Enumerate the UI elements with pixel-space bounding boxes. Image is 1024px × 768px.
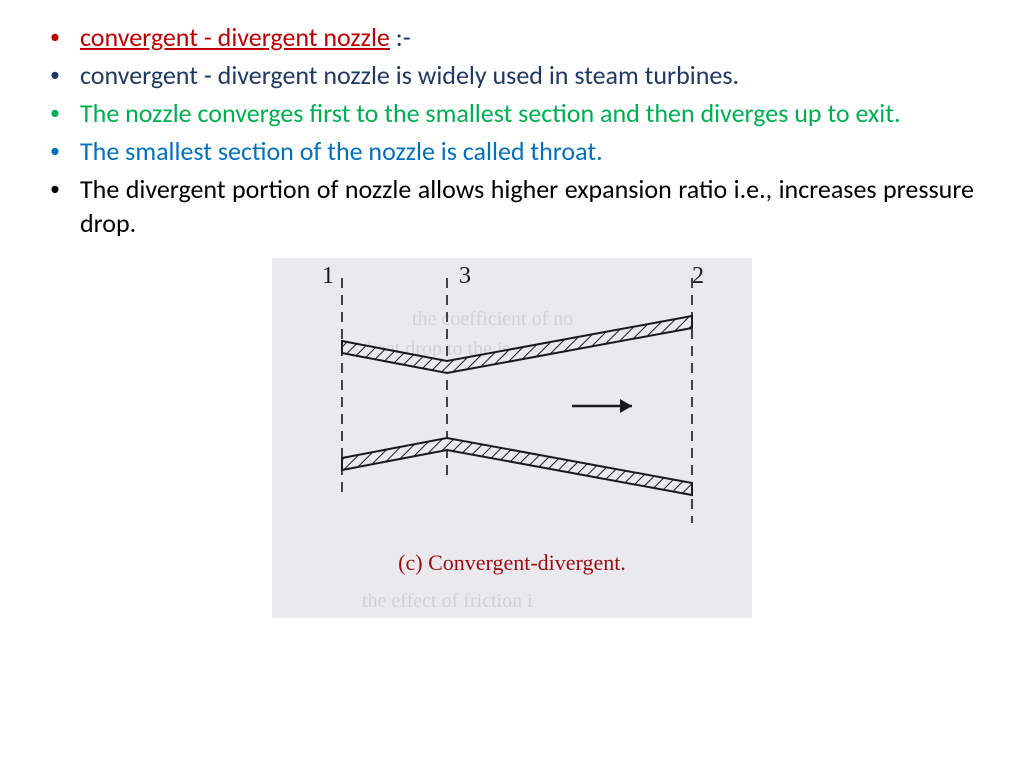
bullet-item: •convergent - divergent nozzle :-	[50, 20, 974, 54]
diagram-container: the effect of friction iheat drop to the…	[272, 258, 752, 618]
text-span: The nozzle converges first to the smalle…	[80, 97, 901, 129]
text-span: convergent - divergent nozzle is widely …	[80, 59, 739, 91]
bullet-marker: •	[50, 96, 80, 130]
bullet-marker: •	[50, 58, 80, 92]
bullet-item: •The nozzle converges first to the small…	[50, 96, 974, 130]
bullet-marker: •	[50, 172, 80, 240]
bullet-item: •convergent - divergent nozzle is widely…	[50, 58, 974, 92]
bullet-text: The smallest section of the nozzle is ca…	[80, 134, 974, 168]
nozzle-diagram: the effect of friction iheat drop to the…	[272, 258, 752, 618]
bullet-list: •convergent - divergent nozzle :-•conver…	[50, 20, 974, 240]
bullet-marker: •	[50, 20, 80, 54]
bullet-item: •The divergent portion of nozzle allows …	[50, 172, 974, 240]
text-span: The divergent portion of nozzle allows h…	[80, 173, 974, 239]
diagram-caption: (c) Convergent-divergent.	[272, 550, 752, 576]
text-span: :-	[390, 21, 411, 53]
bullet-text: The divergent portion of nozzle allows h…	[80, 172, 974, 240]
text-span: convergent - divergent nozzle	[80, 21, 390, 53]
svg-text:1: 1	[322, 263, 334, 289]
svg-text:2: 2	[692, 263, 704, 289]
bullet-text: convergent - divergent nozzle is widely …	[80, 58, 974, 92]
bullet-marker: •	[50, 134, 80, 168]
svg-text:3: 3	[459, 263, 471, 289]
bullet-text: convergent - divergent nozzle :-	[80, 20, 974, 54]
caption-prefix: (c)	[398, 550, 422, 575]
text-span: The smallest section of the nozzle is ca…	[80, 135, 603, 167]
caption-text: Convergent-divergent.	[423, 550, 626, 575]
bullet-item: •The smallest section of the nozzle is c…	[50, 134, 974, 168]
bullet-text: The nozzle converges first to the smalle…	[80, 96, 974, 130]
